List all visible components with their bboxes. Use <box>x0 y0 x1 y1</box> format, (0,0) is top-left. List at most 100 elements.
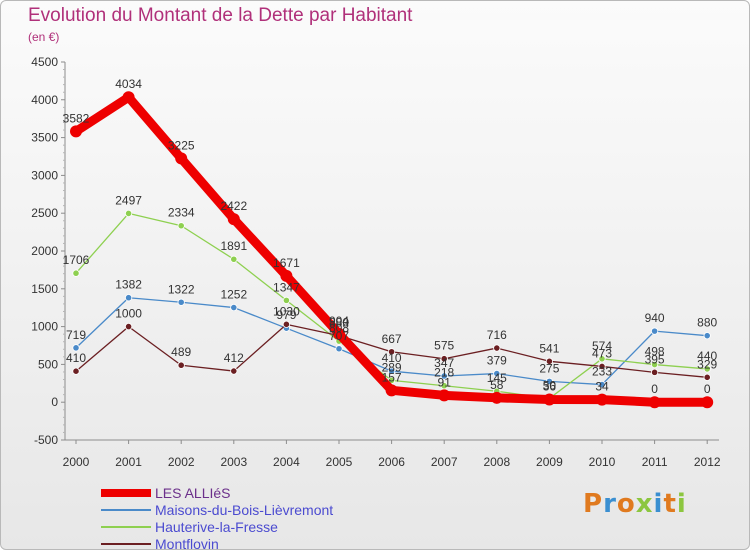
data-label: 2334 <box>168 206 195 220</box>
data-label: 410 <box>66 351 86 365</box>
data-label: 2497 <box>115 193 142 207</box>
data-label: 1347 <box>273 280 300 294</box>
data-point <box>72 344 80 352</box>
data-label: 36 <box>543 379 557 393</box>
data-point <box>230 367 238 375</box>
data-point <box>227 213 240 226</box>
data-point <box>177 361 185 369</box>
data-label: 58 <box>490 378 504 392</box>
data-point <box>333 327 345 340</box>
y-tick-label: 4500 <box>31 55 58 69</box>
data-point <box>177 298 185 306</box>
legend-item: Montflovin <box>101 535 333 550</box>
data-point <box>545 377 554 386</box>
y-tick-label: 2500 <box>31 206 58 220</box>
data-label: 233 <box>592 365 612 379</box>
legend-label: Montflovin <box>155 535 219 550</box>
data-point <box>493 344 501 352</box>
data-point <box>282 320 290 328</box>
data-point <box>122 91 135 104</box>
unit-label: (en €) <box>28 30 60 44</box>
data-point <box>438 389 451 402</box>
data-point <box>280 269 293 282</box>
data-point <box>545 357 554 365</box>
x-tick-label: 2000 <box>63 455 90 469</box>
legend-label: Maisons-du-Bois-Lièvremont <box>155 501 334 518</box>
proxiti-logo: Proxiti <box>583 489 687 519</box>
data-point <box>125 294 133 302</box>
legend-swatch <box>101 508 151 511</box>
legend-label: LES ALLIéS <box>155 484 231 501</box>
data-point <box>703 332 711 340</box>
chart-title: Evolution du Montant de la Dette par Hab… <box>28 5 413 26</box>
data-label: 34 <box>595 380 609 394</box>
data-label: 489 <box>171 345 191 359</box>
data-point <box>701 396 714 409</box>
data-label: 3225 <box>168 138 195 152</box>
data-label: 347 <box>434 356 454 370</box>
data-point <box>387 348 396 356</box>
data-point <box>650 360 659 369</box>
data-label: 1891 <box>220 239 247 253</box>
data-label: 1382 <box>115 278 142 292</box>
data-label: 667 <box>382 332 402 346</box>
data-point <box>72 269 80 277</box>
data-label: 940 <box>645 311 665 325</box>
x-tick-label: 2007 <box>431 455 458 469</box>
data-label: 218 <box>434 366 454 380</box>
data-label: 91 <box>438 375 452 389</box>
x-tick-label: 2003 <box>220 455 247 469</box>
x-tick-label: 2002 <box>168 455 195 469</box>
data-point <box>230 303 238 312</box>
data-label: 379 <box>487 354 507 368</box>
legend-swatch <box>101 525 151 528</box>
data-label: 1706 <box>63 253 90 267</box>
data-label: 707 <box>329 329 349 343</box>
data-point <box>598 380 606 389</box>
data-label: 395 <box>645 352 665 366</box>
data-point <box>493 369 501 378</box>
data-label: 808 <box>329 321 349 335</box>
x-tick-label: 2009 <box>536 455 563 469</box>
data-point <box>70 125 82 138</box>
data-label: 440 <box>697 349 717 363</box>
data-label: 275 <box>539 361 559 375</box>
data-label: 1000 <box>115 307 142 321</box>
data-point <box>440 382 448 390</box>
data-point <box>282 296 290 304</box>
data-label: 1252 <box>220 288 247 302</box>
data-label: 3582 <box>63 111 90 125</box>
data-label: 329 <box>697 357 717 371</box>
data-point <box>72 367 80 375</box>
legend-label: Hauterive-la-Fresse <box>155 518 278 535</box>
x-tick-label: 2011 <box>642 455 668 469</box>
legend-swatch <box>101 542 151 545</box>
data-label: 880 <box>329 316 349 330</box>
data-point <box>598 362 606 371</box>
data-label: 574 <box>592 339 612 353</box>
data-point <box>440 355 448 363</box>
data-point <box>648 396 661 409</box>
legend-item: Hauterive-la-Fresse <box>101 518 333 535</box>
data-point <box>650 368 659 376</box>
data-label: 1671 <box>273 256 300 270</box>
x-tick-label: 2005 <box>326 455 353 469</box>
data-label: 1322 <box>168 282 195 296</box>
legend: LES ALLIéS Maisons-du-Bois-Lièvremont Haut… <box>101 484 333 550</box>
data-label: 410 <box>382 351 402 365</box>
data-label: 4034 <box>115 77 142 91</box>
data-label: 904 <box>329 314 349 328</box>
data-label: 575 <box>434 339 454 353</box>
data-point <box>650 327 659 335</box>
y-tick-label: 500 <box>38 357 58 371</box>
data-label: 0 <box>651 382 658 396</box>
data-point <box>125 209 133 218</box>
legend-item: Maisons-du-Bois-Lièvremont <box>101 501 333 518</box>
data-label: 289 <box>382 360 402 374</box>
x-tick-label: 2010 <box>589 455 616 469</box>
data-label: 541 <box>539 341 559 355</box>
data-point <box>440 372 448 380</box>
data-label: 498 <box>645 345 665 359</box>
data-label: 716 <box>487 328 507 342</box>
data-point <box>543 393 556 406</box>
